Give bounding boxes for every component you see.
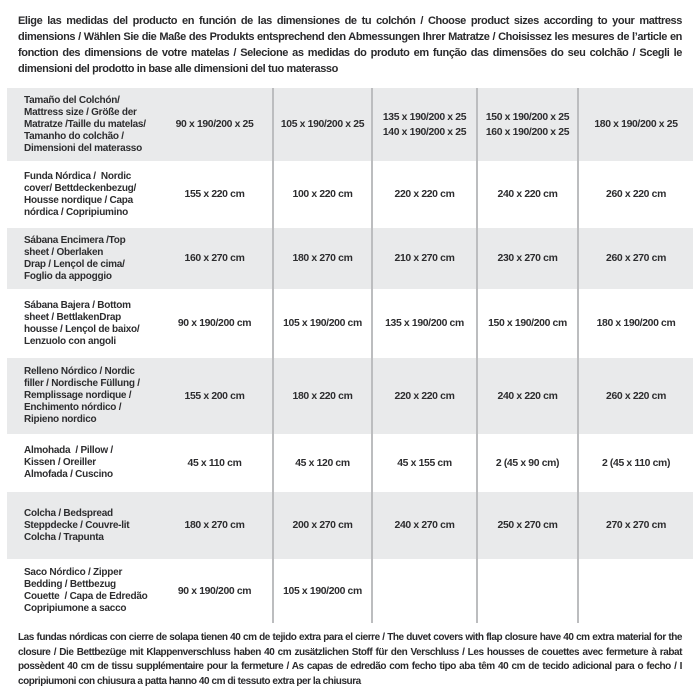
size-cell: 220 x 220 cm [371,358,477,434]
size-cell: 260 x 220 cm [577,358,693,434]
table-row-top-sheet: Sábana Encimera /Top sheet / Oberlaken D… [7,228,693,289]
size-cell: 105 x 190/200 x 25 [272,88,372,161]
table-row-mattress-size: Tamaño del Colchón/ Mattress size / Größ… [7,88,693,161]
size-cell: 90 x 190/200 cm [177,585,252,597]
size-cell: 260 x 220 cm [577,161,693,228]
size-cell: 180 x 270 cm [272,228,372,289]
size-cell: 240 x 220 cm [476,358,578,434]
size-cell [476,559,578,623]
table-row-bedspread: Colcha / Bedspread Steppdecke / Couvre-l… [7,492,693,559]
size-cell: 200 x 270 cm [272,492,372,559]
table-row-bottom-sheet: Sábana Bajera / Bottom sheet / Bettlaken… [7,289,693,358]
size-cell: 180 x 270 cm [184,520,245,531]
size-cell: 270 x 270 cm [577,492,693,559]
size-cell: 90 x 190/200 x 25 [175,119,254,130]
row-label: Tamaño del Colchón/ Mattress size / Größ… [24,94,146,154]
size-cell: 230 x 270 cm [476,228,578,289]
size-cell: 160 x 270 cm [184,253,245,264]
size-cell [577,559,693,623]
size-cell: 105 x 190/200 cm [272,289,372,358]
size-cell: 240 x 270 cm [371,492,477,559]
size-cell: 150 x 190/200 cm [476,289,578,358]
row-label: Almohada / Pillow / Kissen / Oreiller Al… [24,445,113,480]
size-cell: 2 (45 x 90 cm) [476,434,578,492]
table-row-nordic-cover: Funda Nórdica / Nordic cover/ Bettdecken… [7,161,693,228]
row-label: Colcha / Bedspread Steppdecke / Couvre-l… [24,507,130,543]
table-row-pillow: Almohada / Pillow / Kissen / Oreiller Al… [7,434,693,492]
size-cell: 180 x 190/200 x 25 [577,88,693,161]
size-cell: 260 x 270 cm [577,228,693,289]
row-label: Funda Nórdica / Nordic cover/ Bettdecken… [24,170,137,218]
size-cell: 2 (45 x 110 cm) [577,434,693,492]
table-row-nordic-filler: Relleno Nórdico / Nordic filler / Nordis… [7,358,693,434]
size-cell: 250 x 270 cm [476,492,578,559]
size-cell: 135 x 190/200 x 25 140 x 190/200 x 25 [371,88,477,161]
row-label: Sábana Encimera /Top sheet / Oberlaken D… [24,234,126,282]
size-cell: 90 x 190/200 cm [177,318,252,329]
size-cell: 155 x 200 cm [184,390,245,402]
size-cell: 240 x 220 cm [476,161,578,228]
size-cell: 220 x 220 cm [371,161,477,228]
size-cell: 135 x 190/200 cm [371,289,477,358]
size-cell: 45 x 110 cm [187,457,242,469]
row-label: Relleno Nórdico / Nordic filler / Nordis… [24,366,140,425]
size-cell: 155 x 220 cm [184,189,245,200]
row-label: Sábana Bajera / Bottom sheet / Bettlaken… [24,299,140,347]
size-cell: 45 x 155 cm [371,434,477,492]
size-cell: 100 x 220 cm [272,161,372,228]
size-cell: 150 x 190/200 x 25 160 x 190/200 x 25 [476,88,578,161]
size-cell: 180 x 190/200 cm [577,289,693,358]
table-row-zipper-bedding: Saco Nórdico / Zipper Bedding / Bettbezu… [7,559,693,623]
row-label: Saco Nórdico / Zipper Bedding / Bettbezu… [24,567,148,614]
size-cell: 45 x 120 cm [272,434,372,492]
footnote-text: Las fundas nórdicas con cierre de solapa… [18,632,682,687]
size-cell: 210 x 270 cm [371,228,477,289]
size-cell [371,559,477,623]
intro-text: Elige las medidas del producto en funció… [18,15,682,75]
product-size-table: Tamaño del Colchón/ Mattress size / Größ… [7,88,693,623]
size-cell: 105 x 190/200 cm [272,559,372,623]
size-cell: 180 x 220 cm [272,358,372,434]
